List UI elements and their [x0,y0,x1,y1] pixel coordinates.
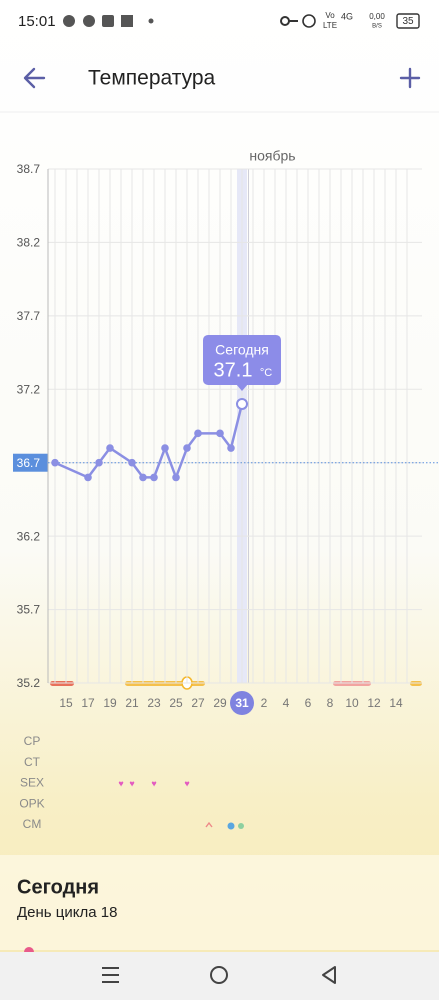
cycle-day: День цикла 18 [17,904,117,921]
y-tick-label: 35.2 [17,676,41,690]
y-tick-label: 38.2 [17,236,41,250]
temperature-point [194,429,202,438]
sex-icon: ♥ [118,778,123,788]
cm-icon [238,823,244,829]
today-card[interactable] [0,855,439,950]
x-tick-label: 21 [125,696,139,710]
y-tick-label: 36.7 [17,456,41,470]
chart: ноябрь 35.2 35.7 36.2 36.7 37.2 37.7 38.2 38.7 15… [13,148,439,831]
tooltip-box [203,334,281,385]
tooltip-title: Сегодня [215,342,269,358]
speed: B/S [372,24,382,30]
x-tick-label: 23 [147,696,161,710]
temperature-point [183,444,191,452]
tooltip-value: 37.1 [214,359,253,381]
x-tick-label: 19 [103,696,117,710]
y-tick-label: 36.2 [17,529,41,543]
status-icon [102,15,114,27]
row-label: OPK [19,796,44,810]
temperature-point [51,458,59,467]
temperature-point [150,473,158,482]
battery-level: 35 [402,16,414,27]
x-tick-label: 12 [367,696,381,710]
temperature-point [128,458,136,467]
x-tick-label: 14 [389,696,403,710]
row-label: SEX [20,776,44,790]
x-tick-label: 6 [305,696,312,710]
volte: Vo [325,11,335,20]
x-tick-label: 29 [213,696,227,710]
nav-menu[interactable] [102,967,119,983]
speed: 0,00 [369,12,385,21]
x-tick-label: 15 [59,696,73,710]
month-label: ноябрь [249,148,295,164]
y-tick-label: 37.2 [17,382,41,396]
cm-icon [227,822,235,830]
status-icon [83,15,95,27]
today-title: Сегодня [17,876,99,898]
x-tick-label: 25 [169,696,183,710]
status-time: 15:01 [18,13,56,30]
volte: LTE [323,21,337,30]
temperature-point [172,473,180,482]
x-tick-label: 31 [235,696,249,710]
temperature-point [227,444,235,452]
network: 4G [341,11,353,21]
row-label: CM [23,817,42,831]
alarm-icon [302,14,316,28]
tooltip-pointer [236,383,248,391]
status-icon [121,15,133,27]
nav-back[interactable] [322,966,336,984]
tooltip-unit: °C [260,367,272,379]
battery [396,13,420,29]
status-icon [63,15,75,27]
sex-icon: ♥ [184,778,189,788]
temperature-point [236,397,248,410]
temperature-point [84,473,92,482]
temperature-point [161,444,169,452]
row-label: CP [24,734,41,748]
y-tick-highlight [13,453,48,472]
temperature-point [106,444,114,452]
add-button[interactable] [399,67,421,89]
x-tick-label: 10 [345,696,359,710]
y-tick-label: 35.7 [17,603,41,617]
page-title: Температура [88,67,216,90]
row-label: CT [24,755,41,769]
nav-home[interactable] [210,966,228,984]
x-tick-label: 17 [81,696,95,710]
x-tick-label: 2 [261,696,268,710]
nav-bar [0,952,439,1000]
x-tick-label: 8 [327,696,334,710]
y-tick-label: 37.7 [17,309,41,323]
back-button[interactable] [23,67,46,89]
temperature-point [95,458,103,467]
status-dot [148,18,154,24]
sex-icon: ♥ [129,778,134,788]
today-marker [230,691,254,715]
temperature-point [139,473,147,482]
x-tick-label: 27 [191,696,205,710]
sex-icon: ♥ [151,778,156,788]
cm-icon [205,821,213,828]
y-tick-label: 38.7 [17,162,41,176]
temperature-point [216,429,224,438]
x-tick-label: 4 [283,696,290,710]
